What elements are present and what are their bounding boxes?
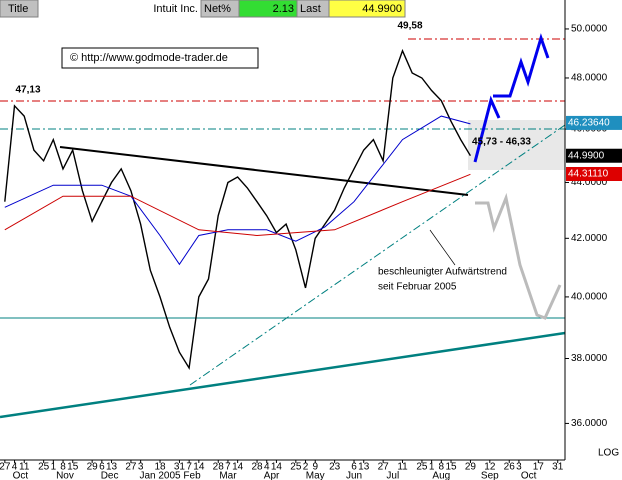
price-tag-label: 44.9900 <box>568 150 605 161</box>
header-last-label: Last <box>300 3 321 15</box>
y-tick-label: 50.0000 <box>571 24 608 35</box>
month-label: Feb <box>183 471 201 480</box>
price-tag-label: 46.23640 <box>568 118 610 129</box>
month-label: Mar <box>219 471 237 480</box>
x-tick-label: 14 <box>271 462 283 473</box>
x-tick-label: 25 <box>416 462 428 473</box>
x-tick-label: 29 <box>465 462 477 473</box>
x-tick-label: 11 <box>397 462 408 473</box>
x-tick-label: 31 <box>552 462 564 473</box>
annotation: 45,73 - 46,33 <box>472 137 531 148</box>
month-label: Aug <box>432 471 450 480</box>
scenario-up <box>473 95 501 163</box>
x-tick-label: 18 <box>154 462 166 473</box>
x-tick-label: 27 <box>125 462 137 473</box>
annotation: beschleunigter Aufwärtstrend <box>378 267 507 278</box>
x-tick-label: 14 <box>193 462 205 473</box>
copyright: © http://www.godmode-trader.de <box>70 52 228 64</box>
header-net: 2.13 <box>273 3 294 15</box>
month-label: Nov <box>56 471 74 480</box>
y-tick-label: 36.0000 <box>571 418 608 429</box>
price-line <box>4 173 471 237</box>
accelerated-trend <box>189 124 566 386</box>
copyright-box <box>61 47 259 69</box>
x-tick-label: 28 <box>213 462 225 473</box>
header-net-label: Net% <box>204 3 231 15</box>
x-tick-label: 15 <box>445 462 457 473</box>
x-tick-label: 25 <box>290 462 302 473</box>
x-tick-label: 27 <box>0 462 11 473</box>
x-tick-label: 29 <box>87 462 99 473</box>
x-tick-label: 31 <box>174 462 186 473</box>
month-label: Jan 2005 <box>139 471 181 480</box>
header-last: 44.9900 <box>362 3 402 15</box>
x-tick-label: 7 <box>225 462 231 473</box>
x-tick-label: 23 <box>329 462 341 473</box>
price-line <box>4 48 471 371</box>
month-label: Apr <box>264 471 280 480</box>
month-label: Oct <box>521 471 537 480</box>
x-tick-label: 6 <box>99 462 105 473</box>
x-tick-label: 13 <box>358 462 370 473</box>
y-tick-label: 40.0000 <box>571 292 608 303</box>
x-tick-label: 8 <box>439 462 445 473</box>
y-tick-label: 38.0000 <box>571 353 608 364</box>
x-tick-label: 27 <box>378 462 390 473</box>
y-tick-label: 42.0000 <box>571 233 608 244</box>
neckline <box>59 146 469 196</box>
x-tick-label: 26 <box>504 462 516 473</box>
price-tag <box>566 166 622 181</box>
annotation: 49,58 <box>397 21 422 32</box>
x-tick-label: 3 <box>138 462 144 473</box>
price-tag-label: 44.31110 <box>568 169 609 180</box>
long-trend <box>0 331 566 419</box>
month-label: Jul <box>386 471 399 480</box>
x-tick-label: 7 <box>186 462 192 473</box>
x-tick-label: 15 <box>67 462 79 473</box>
pointer <box>429 229 456 266</box>
price-line <box>4 115 471 266</box>
x-tick-label: 1 <box>429 462 435 473</box>
price-tag <box>566 115 622 130</box>
month-label: Sep <box>481 471 499 480</box>
x-tick-label: 6 <box>351 462 357 473</box>
x-tick-label: 25 <box>38 462 50 473</box>
y-tick-label: 48.0000 <box>571 73 608 84</box>
x-tick-label: 4 <box>264 462 270 473</box>
y-tick-label: 44.0000 <box>571 177 608 188</box>
annotation: seit Februar 2005 <box>378 282 457 293</box>
x-tick-label: 17 <box>533 462 545 473</box>
x-tick-label: 8 <box>60 462 66 473</box>
header-cell <box>0 0 39 18</box>
header-cell <box>328 0 406 18</box>
annotation: 47,13 <box>15 85 40 96</box>
header-title: Title <box>8 3 28 15</box>
x-tick-label: 14 <box>232 462 244 473</box>
x-tick-label: 13 <box>106 462 118 473</box>
x-tick-label: 4 <box>12 462 18 473</box>
price-tag <box>566 148 622 163</box>
x-tick-label: 28 <box>251 462 263 473</box>
scenario-down <box>475 192 562 320</box>
trendlines <box>0 33 566 419</box>
x-tick-label: 1 <box>51 462 57 473</box>
month-label: Oct <box>13 471 29 480</box>
month-label: Dec <box>101 471 119 480</box>
x-tick-label: 9 <box>312 462 318 473</box>
header-name: Intuit Inc. <box>153 3 198 15</box>
x-tick-label: 12 <box>484 462 496 473</box>
x-tick-label: 3 <box>516 462 522 473</box>
scenario-up <box>493 33 550 98</box>
month-label: May <box>306 471 325 480</box>
x-tick-label: 2 <box>303 462 309 473</box>
log-label: LOG <box>598 448 619 459</box>
month-label: Jun <box>346 471 362 480</box>
x-tick-label: 11 <box>19 462 30 473</box>
